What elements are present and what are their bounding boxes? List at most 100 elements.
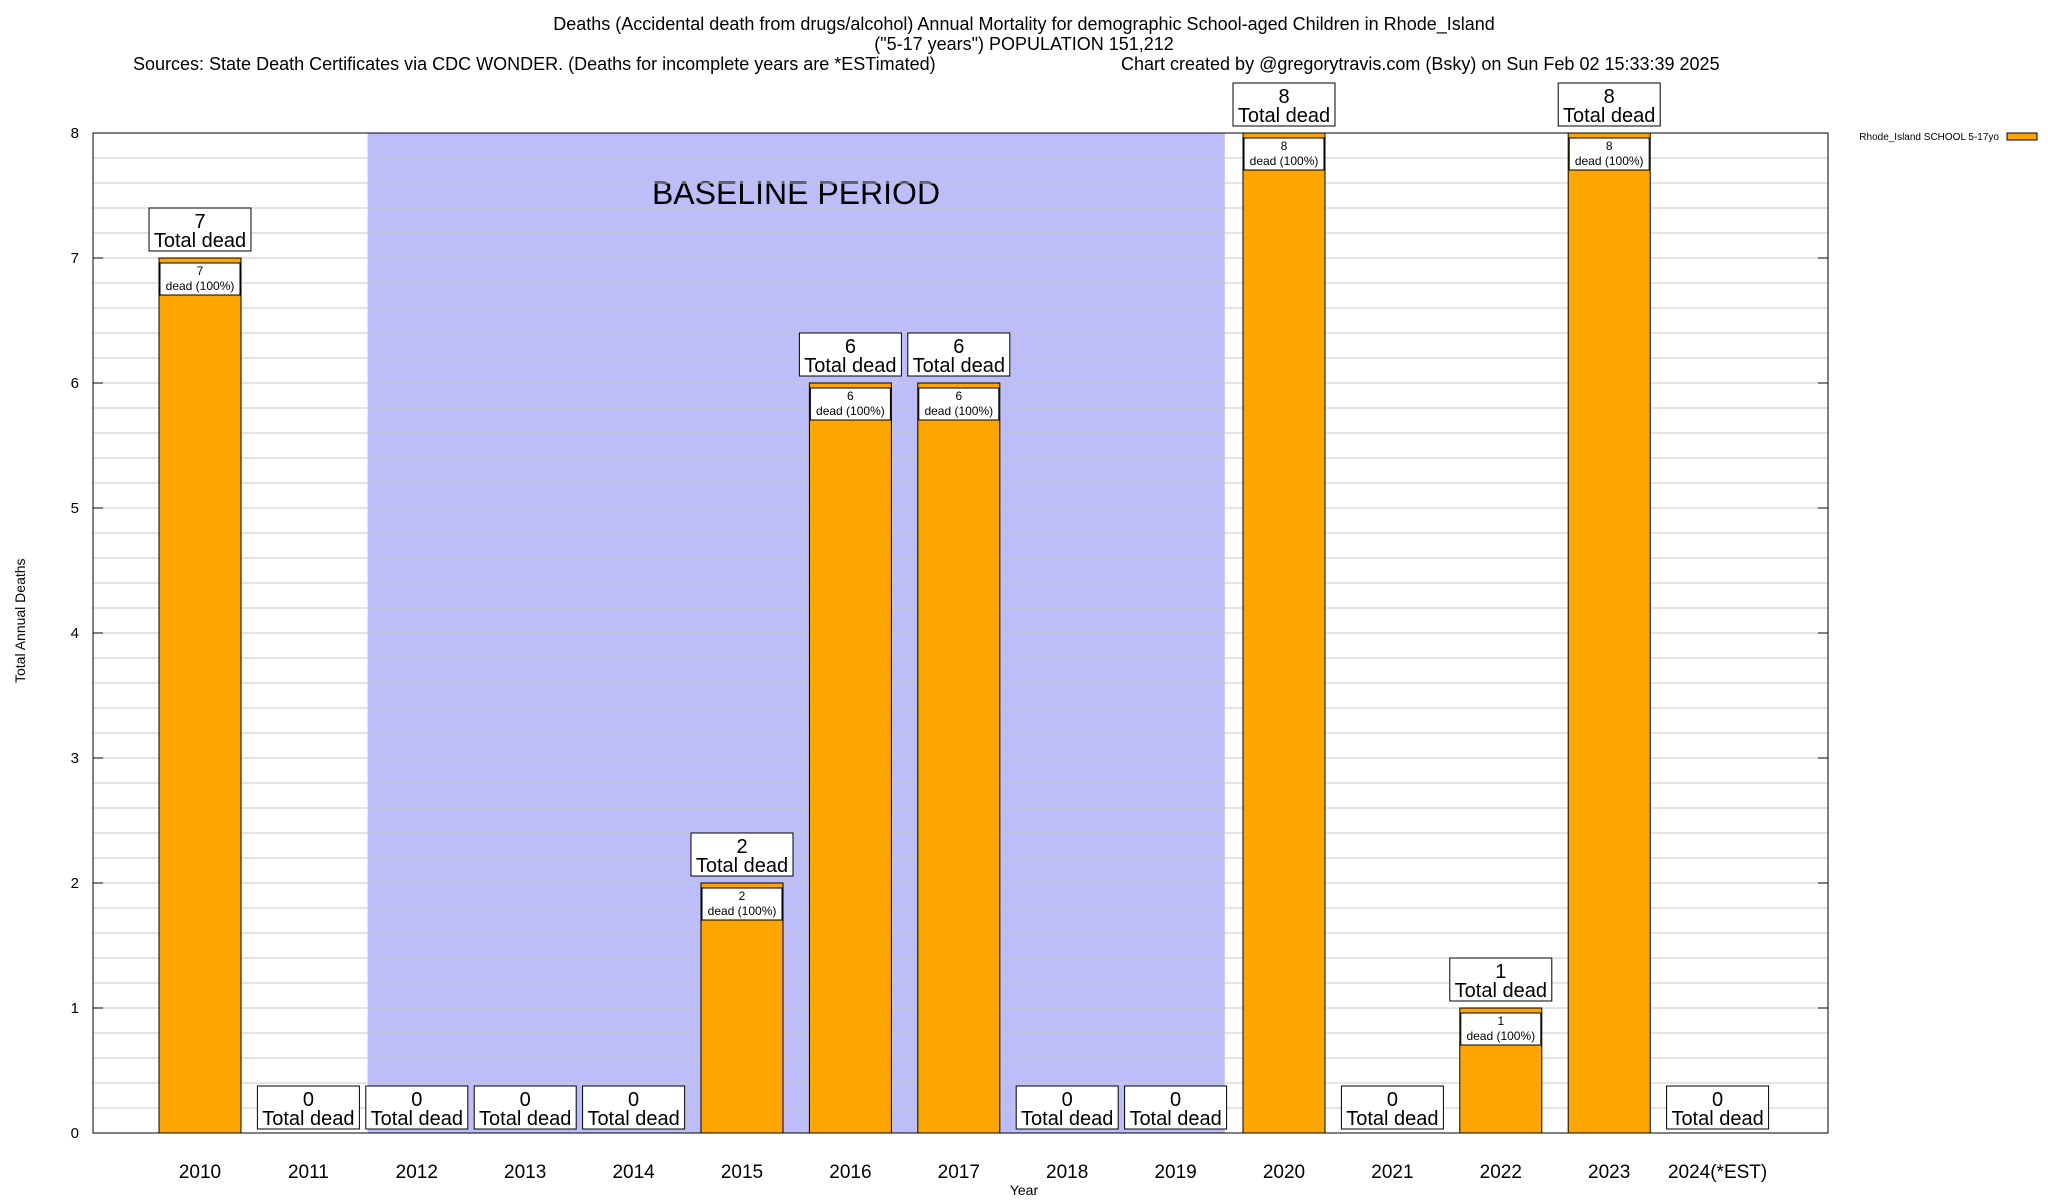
x-tick-label: 2019: [1154, 1162, 1196, 1183]
total-label-text: Total dead: [1129, 1108, 1221, 1130]
bar-inner-percent: dead (100%): [1575, 154, 1644, 168]
x-tick-label: 2012: [396, 1162, 438, 1183]
x-tick-label: 2020: [1263, 1162, 1305, 1183]
x-tick-label: 2023: [1588, 1162, 1630, 1183]
total-label-box: [1449, 957, 1553, 1002]
total-label-box: [1557, 82, 1661, 127]
total-label-box: [1232, 82, 1336, 127]
y-tick-label: 5: [71, 500, 79, 517]
total-label-value: 8: [1278, 86, 1289, 108]
chart-credit: Chart created by @gregorytravis.com (Bsk…: [1121, 54, 1720, 74]
y-tick-label: 1: [71, 1000, 79, 1017]
baseline-period-label: BASELINE PERIOD: [652, 175, 940, 211]
x-tick-label: 2024(*EST): [1668, 1162, 1767, 1183]
bar-inner-value: 2: [739, 889, 746, 903]
x-tick-label: 2015: [721, 1162, 763, 1183]
x-tick-label: 2021: [1371, 1162, 1413, 1183]
total-label-text: Total dead: [1238, 105, 1330, 127]
bar-inner-value: 6: [847, 389, 854, 403]
total-label-box: [1124, 1085, 1228, 1130]
y-tick-label: 7: [71, 250, 79, 267]
bar: [1567, 132, 1651, 1134]
total-label-text: Total dead: [154, 230, 246, 252]
y-tick-label: 6: [71, 375, 79, 392]
chart-sources: Sources: State Death Certificates via CD…: [133, 54, 936, 74]
bar-inner-percent: dead (100%): [924, 404, 993, 418]
total-label-box: [582, 1085, 686, 1130]
bar-inner-percent: dead (100%): [816, 404, 885, 418]
bar: [700, 882, 784, 1134]
total-label-text: Total dead: [262, 1108, 354, 1130]
x-tick-label: 2016: [829, 1162, 871, 1183]
bar-inner-value: 1: [1497, 1014, 1504, 1028]
total-label-box: [256, 1085, 360, 1130]
bar-inner-label-box: [1568, 137, 1650, 171]
total-label-text: Total dead: [371, 1108, 463, 1130]
total-label-value: 1: [1495, 961, 1506, 983]
total-label-box: [473, 1085, 577, 1130]
bar-inner-percent: dead (100%): [1250, 154, 1319, 168]
bar-inner-label-box: [809, 387, 891, 421]
total-label-value: 0: [303, 1089, 314, 1111]
total-label-text: Total dead: [1021, 1108, 1113, 1130]
x-tick-label: 2017: [938, 1162, 980, 1183]
y-tick-label: 4: [71, 625, 79, 642]
chart-title: Deaths (Accidental death from drugs/alco…: [553, 14, 1495, 34]
bar: [1242, 132, 1326, 1134]
bar-inner-percent: dead (100%): [1466, 1029, 1535, 1043]
x-tick-label: 2018: [1046, 1162, 1088, 1183]
total-label-value: 6: [845, 336, 856, 358]
total-label-text: Total dead: [587, 1108, 679, 1130]
chart-subtitle: ("5-17 years") POPULATION 151,212: [874, 34, 1174, 54]
total-label-value: 0: [411, 1089, 422, 1111]
total-label-text: Total dead: [479, 1108, 571, 1130]
bar-inner-label-box: [159, 262, 241, 296]
legend-label: Rhode_Island SCHOOL 5-17yo: [1859, 132, 1999, 143]
total-label-box: [690, 832, 794, 877]
bar-inner-label-box: [918, 387, 1000, 421]
bar: [808, 382, 892, 1134]
y-axis-label: Total Annual Deaths: [12, 558, 28, 683]
total-label-value: 0: [628, 1089, 639, 1111]
total-label-value: 0: [1062, 1089, 1073, 1111]
bar-inner-value: 7: [197, 264, 204, 278]
total-label-box: [1015, 1085, 1119, 1130]
total-label-value: 6: [953, 336, 964, 358]
total-label-text: Total dead: [696, 855, 788, 877]
y-tick-label: 2: [71, 875, 79, 892]
x-axis-label: Year: [1009, 1182, 1039, 1198]
total-label-text: Total dead: [913, 355, 1005, 377]
total-label-text: Total dead: [1346, 1108, 1438, 1130]
total-label-text: Total dead: [804, 355, 896, 377]
y-tick-label: 0: [71, 1125, 79, 1142]
legend-swatch: [2006, 132, 2038, 141]
x-tick-label: 2013: [504, 1162, 546, 1183]
total-label-box: [365, 1085, 469, 1130]
total-label-box: [1666, 1085, 1770, 1130]
total-label-box: [907, 332, 1011, 377]
bar-inner-label-box: [1243, 137, 1325, 171]
bar: [158, 257, 242, 1134]
total-label-value: 0: [1170, 1089, 1181, 1111]
bar-inner-label-box: [701, 887, 783, 921]
bar-inner-percent: dead (100%): [708, 904, 777, 918]
y-tick-label: 3: [71, 750, 79, 767]
total-label-value: 0: [520, 1089, 531, 1111]
total-label-text: Total dead: [1563, 105, 1655, 127]
total-label-box: [1340, 1085, 1444, 1130]
total-label-value: 0: [1712, 1089, 1723, 1111]
x-tick-label: 2022: [1480, 1162, 1522, 1183]
total-label-box: [148, 207, 252, 252]
total-label-value: 7: [194, 211, 205, 233]
total-label-text: Total dead: [1455, 980, 1547, 1002]
total-label-text: Total dead: [1671, 1108, 1763, 1130]
bar-inner-label-box: [1460, 1012, 1542, 1046]
total-label-value: 2: [736, 836, 747, 858]
bar-inner-value: 8: [1281, 139, 1288, 153]
x-tick-label: 2010: [179, 1162, 221, 1183]
x-tick-label: 2014: [612, 1162, 655, 1183]
total-label-value: 8: [1604, 86, 1615, 108]
y-tick-label: 8: [71, 125, 79, 142]
bar-inner-percent: dead (100%): [166, 279, 235, 293]
